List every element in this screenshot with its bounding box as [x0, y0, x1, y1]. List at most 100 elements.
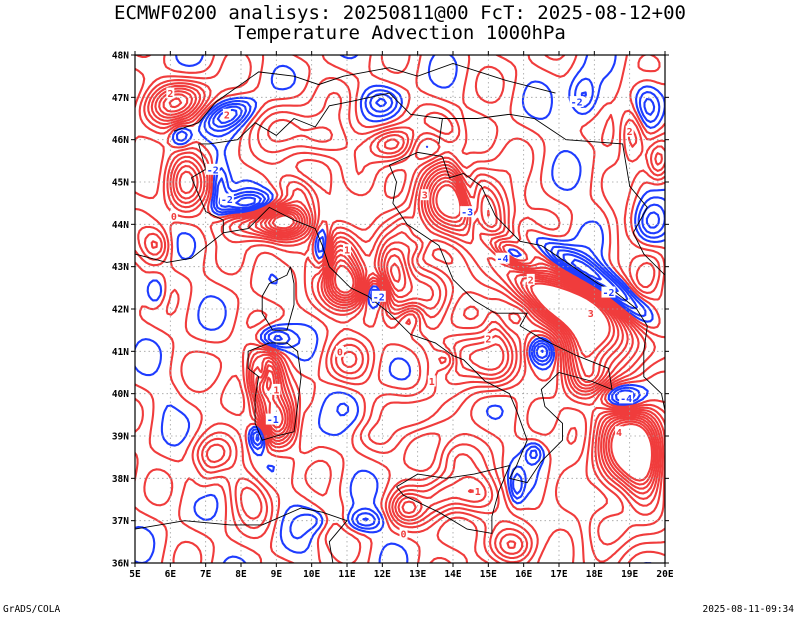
lon-tick-label: 15E — [480, 569, 497, 580]
contour-value-label: 2 — [528, 275, 534, 286]
coastline-segment — [262, 507, 348, 563]
lat-tick-label: 41N — [112, 347, 129, 358]
lat-tick-label: 36N — [112, 559, 129, 570]
lon-tick-label: 16E — [515, 569, 532, 580]
contour-label-box — [625, 125, 634, 137]
coastline-segment — [198, 92, 443, 145]
lat-tick-label: 40N — [112, 389, 129, 400]
contour-label-box — [427, 375, 436, 387]
coastline-segment — [135, 520, 263, 530]
contour-label-box — [219, 193, 234, 205]
cold-advection-contour — [207, 91, 665, 527]
contour-value-label: 1 — [429, 377, 435, 388]
contour-label-box — [473, 485, 482, 497]
contour-value-label: 2 — [224, 110, 230, 121]
contour-label-box — [371, 290, 386, 302]
lat-tick-label: 47N — [112, 93, 129, 104]
lon-tick-label: 9E — [271, 569, 283, 580]
lon-tick-label: 10E — [303, 569, 320, 580]
cold-advection-contour — [135, 55, 665, 563]
warm-advection-contour — [137, 79, 665, 563]
contour-value-label: 1 — [475, 487, 481, 498]
lat-tick-label: 37N — [112, 516, 129, 527]
contour-value-labels: 2 2 -2 -2 1 -2 3 -3 -4 2 3 -2 -4 4 1 -1 0 1 0 2 -2 0 1 2 — [166, 87, 634, 540]
contour-value-label: 0 — [401, 529, 407, 540]
warm-advection-contour — [271, 184, 654, 482]
contour-label-box — [169, 210, 178, 222]
contour-label-box — [265, 413, 280, 425]
contour-value-label: 0 — [337, 347, 343, 358]
contour-value-label: 4 — [616, 428, 622, 439]
coastline-segment — [261, 266, 295, 331]
coastline-segment — [190, 143, 224, 233]
contour-value-label: -2 — [207, 165, 219, 176]
lon-tick-label: 19E — [621, 569, 638, 580]
coastline-segment — [438, 113, 665, 276]
warm-advection-contour — [135, 55, 665, 563]
contour-value-label: 1 — [273, 385, 279, 396]
coastline-segment — [247, 342, 302, 441]
lat-tick-label: 38N — [112, 474, 129, 485]
contour-value-label: -4 — [496, 254, 508, 265]
contour-label-box — [335, 345, 344, 357]
advection-contours — [135, 55, 665, 563]
lon-tick-label: 14E — [444, 569, 461, 580]
contour-label-box — [495, 252, 510, 264]
lat-tick-label: 48N — [112, 51, 129, 62]
lon-tick-label: 8E — [235, 569, 247, 580]
contour-label-box — [205, 163, 220, 175]
contour-label-box — [484, 333, 493, 345]
contour-value-label: 3 — [588, 309, 594, 320]
contour-value-label: -2 — [221, 195, 233, 206]
contour-label-box — [460, 206, 475, 218]
cold-advection-contour — [570, 258, 602, 281]
contour-value-label: 2 — [167, 89, 173, 100]
lon-tick-label: 13E — [409, 569, 426, 580]
lon-tick-label: 18E — [586, 569, 603, 580]
contour-label-box — [586, 307, 595, 319]
contour-value-label: -2 — [602, 288, 614, 299]
contour-value-label: -3 — [461, 208, 473, 219]
contour-value-label: 3 — [422, 191, 428, 202]
lon-tick-label: 6E — [165, 569, 177, 580]
title-line-1: ECMWF0200 analisys: 20250811@00 FcT: 202… — [114, 2, 686, 24]
lat-tick-label: 46N — [112, 135, 129, 146]
contour-label-box — [272, 383, 281, 395]
contour-value-label: 2 — [485, 335, 491, 346]
lat-tick-label: 42N — [112, 305, 129, 316]
lat-lon-grid — [135, 55, 665, 563]
contour-label-box — [619, 392, 634, 404]
coastline-segment — [396, 464, 511, 534]
contour-label-box — [420, 189, 429, 201]
warm-advection-contour — [135, 55, 665, 563]
lon-tick-label: 5E — [129, 569, 141, 580]
contour-label-box — [399, 527, 408, 539]
contour-label-box — [601, 286, 616, 298]
contour-label-box — [343, 244, 351, 256]
contour-label-box — [569, 96, 584, 108]
footer-timestamp: 2025-08-11-09:34 — [702, 604, 794, 615]
coastline-segment — [173, 63, 556, 132]
contour-value-label: -1 — [267, 415, 279, 426]
warm-advection-contour — [150, 84, 665, 555]
lat-tick-label: 43N — [112, 262, 129, 273]
lat-tick-label: 44N — [112, 220, 129, 231]
contour-label-box — [526, 273, 535, 285]
contour-label-box — [166, 87, 175, 99]
axis-ticks: 5E 6E 7E 8E 9E 10E 11E 12E 13E 14E 15E 16E 17E 18E 19E… — [112, 51, 674, 581]
coastline-segment — [135, 232, 224, 263]
footer-software-label: GrADS/COLA — [3, 604, 61, 615]
coastline-segment — [223, 151, 613, 484]
lon-tick-label: 17E — [550, 569, 567, 580]
title-line-2: Temperature Advection 1000hPa — [234, 22, 566, 44]
contour-label-box — [615, 426, 624, 438]
lat-tick-label: 39N — [112, 432, 129, 443]
contour-value-label: 0 — [171, 212, 177, 223]
lat-tick-label: 45N — [112, 178, 129, 189]
contour-value-label: -4 — [620, 394, 632, 405]
contour-value-label: 1 — [344, 246, 350, 257]
contour-value-label: -2 — [571, 98, 583, 109]
cold-advection-contour — [212, 97, 661, 522]
lon-tick-label: 12E — [374, 569, 391, 580]
